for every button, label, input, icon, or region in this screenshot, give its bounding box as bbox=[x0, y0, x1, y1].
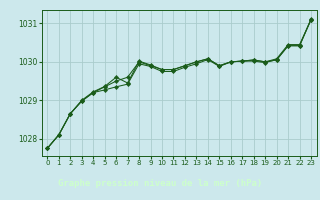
Text: Graphe pression niveau de la mer (hPa): Graphe pression niveau de la mer (hPa) bbox=[58, 179, 262, 188]
